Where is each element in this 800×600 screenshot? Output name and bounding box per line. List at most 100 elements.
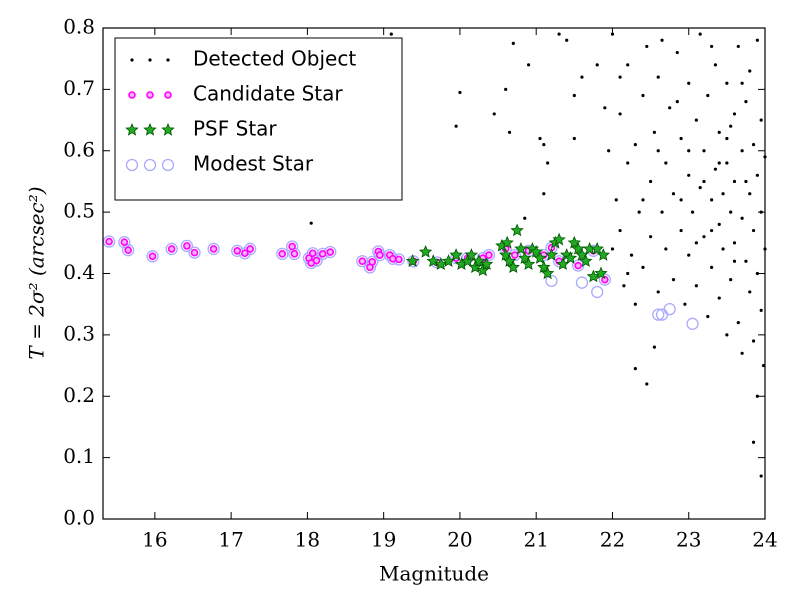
point bbox=[710, 44, 714, 49]
point bbox=[748, 290, 752, 294]
point bbox=[721, 247, 725, 251]
point bbox=[521, 257, 536, 270]
point bbox=[407, 255, 420, 268]
point bbox=[290, 250, 299, 258]
point bbox=[618, 112, 622, 116]
point bbox=[660, 210, 664, 214]
point bbox=[368, 258, 377, 266]
point bbox=[607, 149, 611, 153]
point bbox=[102, 235, 116, 248]
point bbox=[596, 248, 610, 261]
legend-marker bbox=[143, 122, 157, 136]
point bbox=[629, 253, 634, 257]
x-axis-label: Magnitude bbox=[379, 562, 489, 586]
legend-marker bbox=[166, 58, 170, 62]
point bbox=[376, 251, 384, 259]
point bbox=[244, 242, 257, 256]
point bbox=[702, 149, 706, 153]
legend-marker bbox=[125, 158, 139, 172]
point bbox=[122, 244, 135, 257]
point bbox=[626, 63, 630, 67]
point bbox=[744, 100, 748, 104]
point bbox=[683, 302, 687, 306]
point bbox=[740, 216, 744, 220]
y-tick-label: 0.2 bbox=[63, 383, 95, 407]
point bbox=[675, 100, 679, 104]
point bbox=[759, 308, 763, 312]
point bbox=[312, 256, 321, 265]
point bbox=[405, 254, 420, 267]
point bbox=[591, 285, 604, 299]
point bbox=[694, 241, 698, 245]
point bbox=[687, 173, 691, 177]
point bbox=[713, 167, 718, 171]
point bbox=[458, 90, 462, 95]
point bbox=[706, 93, 710, 98]
point bbox=[687, 149, 691, 153]
point bbox=[449, 248, 463, 261]
point bbox=[557, 32, 561, 36]
point bbox=[146, 250, 159, 263]
point bbox=[702, 235, 706, 239]
y-tick-label: 0.8 bbox=[63, 15, 95, 39]
point bbox=[710, 198, 714, 202]
point bbox=[744, 179, 748, 184]
x-tick-label: 18 bbox=[295, 528, 320, 552]
point bbox=[395, 255, 403, 264]
point bbox=[572, 136, 576, 141]
point bbox=[751, 143, 756, 147]
point bbox=[660, 38, 664, 42]
point bbox=[687, 81, 691, 85]
point bbox=[326, 248, 335, 256]
legend-marker bbox=[148, 58, 152, 62]
point bbox=[511, 41, 515, 45]
point bbox=[434, 257, 448, 270]
point bbox=[641, 265, 645, 269]
point bbox=[732, 112, 737, 116]
point bbox=[755, 394, 759, 398]
point bbox=[732, 179, 737, 184]
point bbox=[637, 210, 641, 214]
y-tick-label: 0.3 bbox=[63, 321, 95, 345]
legend-label: Detected Object bbox=[193, 47, 356, 71]
y-tick-label: 0.5 bbox=[63, 199, 95, 223]
point bbox=[389, 254, 397, 263]
point bbox=[180, 239, 194, 253]
point bbox=[663, 302, 676, 316]
point bbox=[544, 248, 559, 261]
point bbox=[702, 179, 706, 184]
x-tick-label: 16 bbox=[142, 528, 167, 552]
point bbox=[664, 161, 668, 165]
point bbox=[698, 32, 702, 36]
point bbox=[526, 63, 531, 67]
point bbox=[356, 255, 369, 268]
y-tick-label: 0.6 bbox=[63, 137, 95, 161]
x-tick-label: 22 bbox=[600, 528, 625, 552]
point bbox=[565, 38, 569, 42]
point bbox=[241, 249, 249, 258]
point bbox=[648, 179, 653, 184]
point bbox=[686, 317, 699, 330]
point bbox=[725, 333, 729, 337]
point bbox=[518, 251, 532, 264]
point bbox=[736, 321, 740, 325]
point bbox=[633, 302, 637, 306]
point bbox=[725, 136, 729, 141]
point bbox=[668, 106, 672, 110]
point bbox=[479, 257, 494, 270]
point bbox=[504, 87, 508, 91]
point bbox=[748, 192, 752, 196]
point bbox=[105, 237, 113, 246]
point bbox=[626, 271, 630, 276]
point bbox=[732, 241, 737, 245]
point bbox=[751, 440, 756, 444]
point bbox=[755, 38, 759, 42]
point bbox=[586, 269, 601, 283]
point bbox=[710, 228, 714, 233]
point bbox=[618, 75, 622, 79]
point bbox=[358, 257, 367, 266]
point bbox=[679, 136, 683, 141]
point bbox=[476, 263, 490, 277]
point bbox=[190, 248, 199, 257]
point bbox=[717, 161, 721, 165]
